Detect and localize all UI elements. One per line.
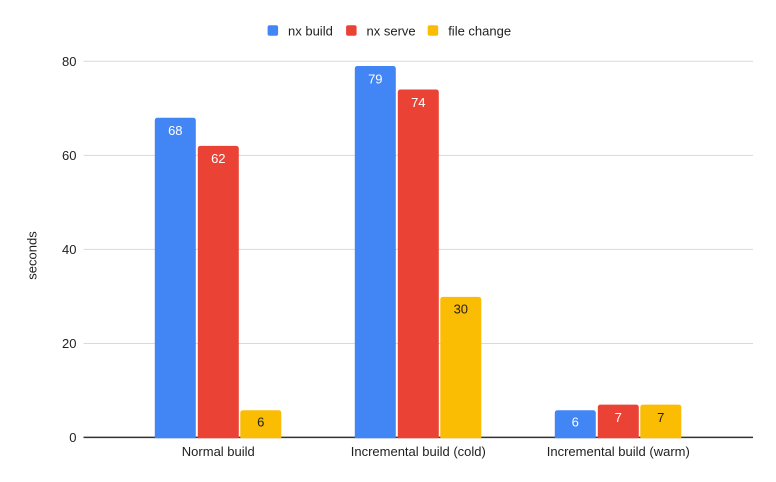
svg-text:6: 6 <box>572 415 579 430</box>
svg-text:74: 74 <box>411 95 425 110</box>
svg-text:62: 62 <box>211 151 225 166</box>
svg-text:0: 0 <box>69 430 76 445</box>
svg-text:40: 40 <box>62 242 76 257</box>
svg-text:79: 79 <box>368 71 382 86</box>
svg-text:80: 80 <box>62 54 76 69</box>
svg-text:nx build: nx build <box>288 23 333 38</box>
svg-text:6: 6 <box>257 415 264 430</box>
svg-text:30: 30 <box>454 302 468 317</box>
svg-text:Normal build: Normal build <box>182 444 255 459</box>
svg-text:20: 20 <box>62 336 76 351</box>
svg-text:7: 7 <box>615 410 622 425</box>
svg-text:7: 7 <box>657 410 664 425</box>
svg-text:60: 60 <box>62 148 76 163</box>
svg-text:file change: file change <box>448 23 511 38</box>
svg-text:seconds: seconds <box>24 231 39 280</box>
svg-text:68: 68 <box>168 123 182 138</box>
svg-text:nx serve: nx serve <box>367 23 416 38</box>
svg-text:Incremental build (warm): Incremental build (warm) <box>547 444 690 459</box>
svg-text:Incremental build (cold): Incremental build (cold) <box>351 444 486 459</box>
